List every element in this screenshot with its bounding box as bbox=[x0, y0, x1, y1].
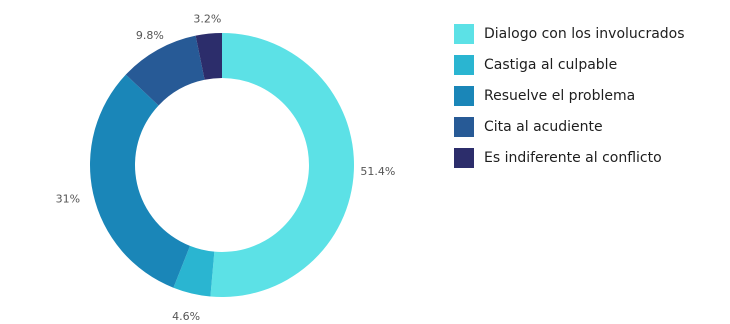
slice-dialogo bbox=[210, 33, 354, 297]
slice-resuelve bbox=[89, 74, 190, 288]
value-label-castiga: 4.6% bbox=[172, 310, 200, 323]
legend-label-cita: Cita al acudiente bbox=[484, 119, 603, 135]
legend-item-resuelve: Resuelve el problema bbox=[454, 86, 685, 106]
value-label-cita: 9.8% bbox=[136, 29, 164, 42]
legend-label-castiga: Castiga al culpable bbox=[484, 57, 618, 73]
legend-swatch-castiga bbox=[454, 55, 474, 75]
legend-swatch-dialogo bbox=[454, 24, 474, 44]
legend-item-castiga: Castiga al culpable bbox=[454, 55, 685, 75]
slice-cita bbox=[125, 35, 205, 106]
slice-indiferente bbox=[195, 33, 222, 80]
legend-label-resuelve: Resuelve el problema bbox=[484, 88, 636, 104]
slice-value-labels: 51.4% 4.6% 31% 9.8% 3.2% bbox=[56, 13, 396, 323]
legend-swatch-resuelve bbox=[454, 86, 474, 106]
legend-swatch-indiferente bbox=[454, 148, 474, 168]
value-label-resuelve: 31% bbox=[56, 192, 80, 205]
value-label-indiferente: 3.2% bbox=[193, 13, 221, 26]
legend-label-indiferente: Es indiferente al conflicto bbox=[484, 150, 662, 166]
chart-legend: Dialogo con los involucrados Castiga al … bbox=[454, 24, 685, 179]
slice-castiga bbox=[173, 245, 215, 297]
legend-item-cita: Cita al acudiente bbox=[454, 117, 685, 137]
value-label-dialogo: 51.4% bbox=[360, 165, 395, 178]
legend-item-dialogo: Dialogo con los involucrados bbox=[454, 24, 685, 44]
legend-label-dialogo: Dialogo con los involucrados bbox=[484, 26, 685, 42]
legend-item-indiferente: Es indiferente al conflicto bbox=[454, 148, 685, 168]
donut-slices bbox=[89, 33, 354, 297]
legend-swatch-cita bbox=[454, 117, 474, 137]
